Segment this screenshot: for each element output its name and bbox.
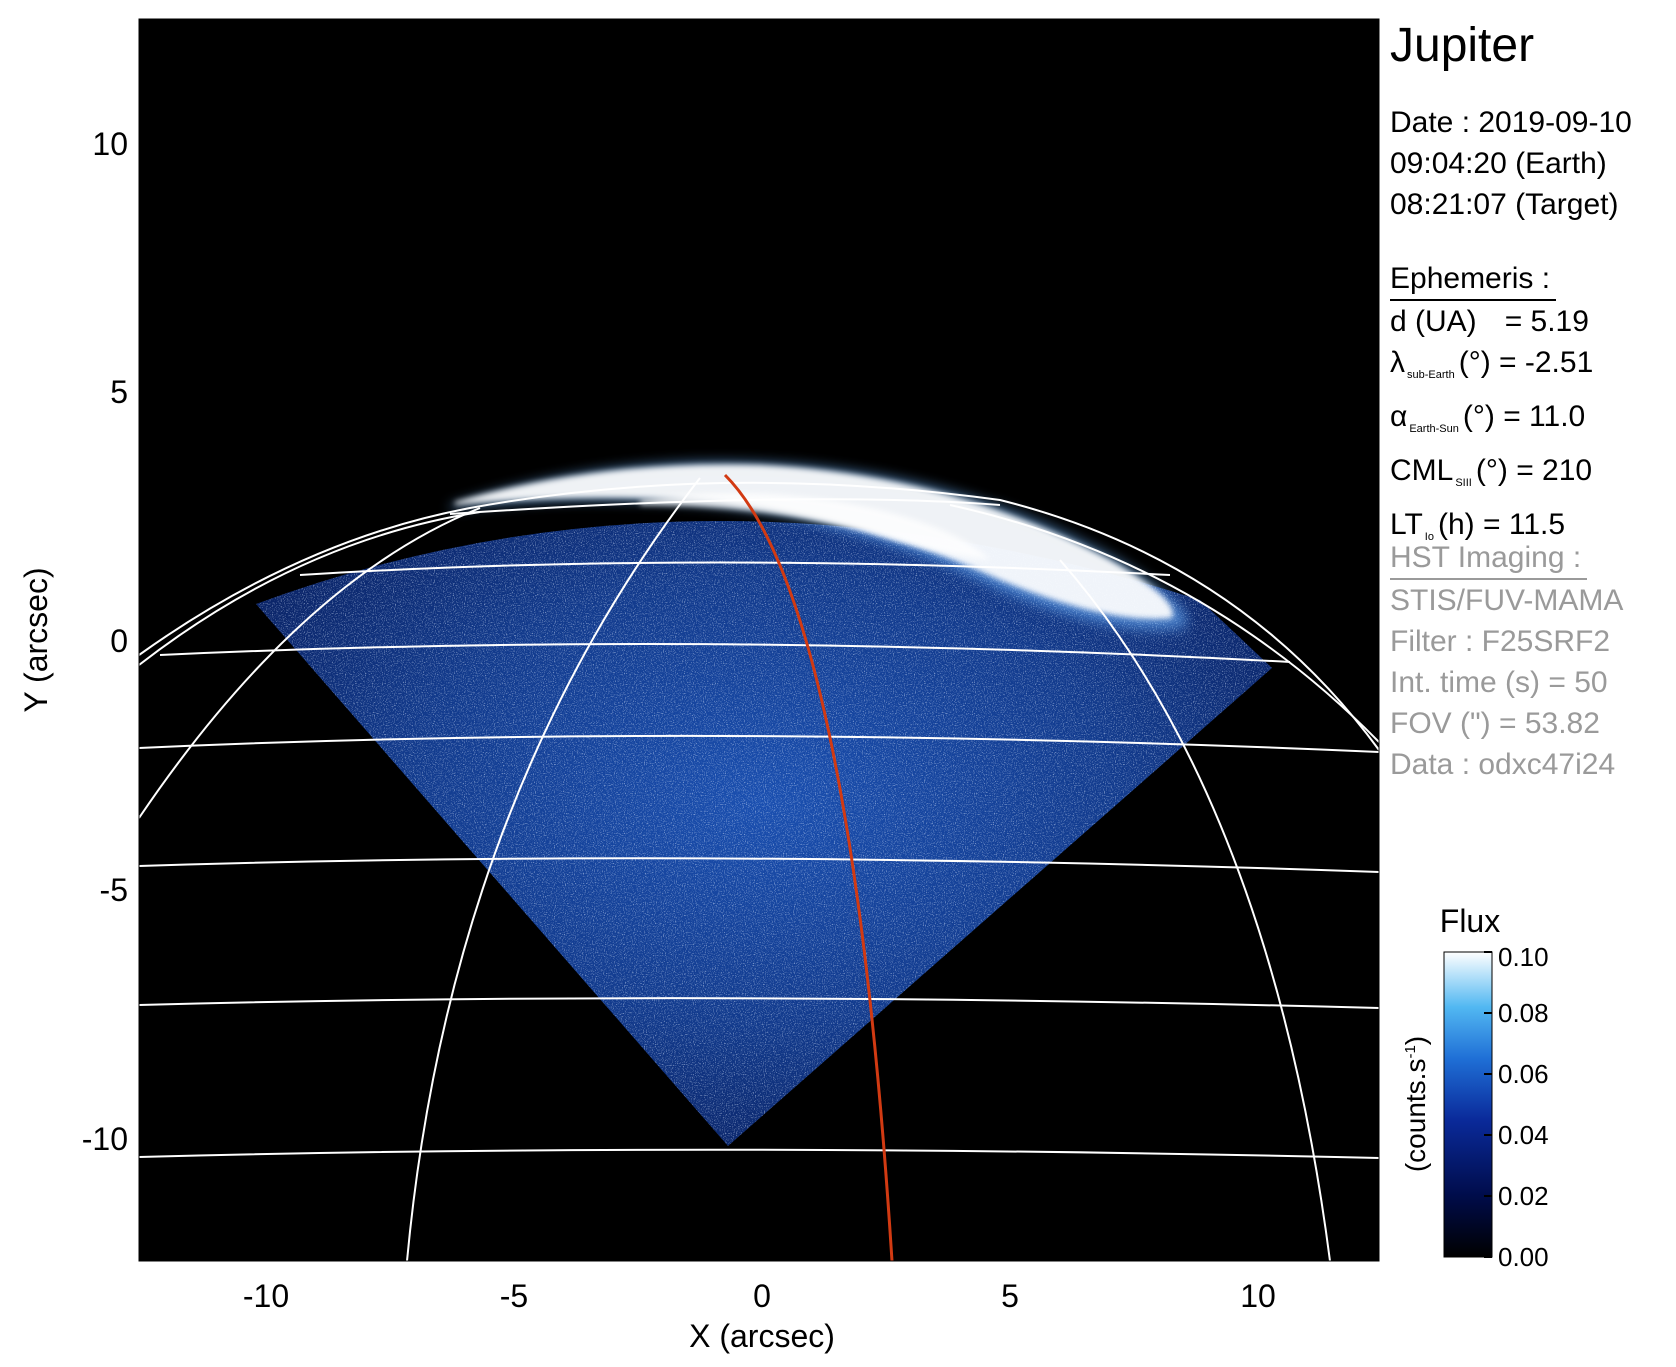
colorbar-tick-labels: 0.00 0.02 0.04 0.06 0.08 0.10	[1498, 942, 1549, 1272]
x-tick-labels: -10 -5 0 5 10	[243, 1278, 1276, 1314]
observation-date: Date : 2019-09-10	[1390, 106, 1632, 139]
imaging-filter: Filter : F25SRF2	[1390, 625, 1611, 658]
x-axis-label: X (arcsec)	[689, 1318, 835, 1354]
colorbar-tick-label: 0.06	[1498, 1059, 1549, 1089]
y-axis-label: Y (arcsec)	[18, 567, 54, 712]
y-tick-label: 5	[110, 374, 128, 410]
ephemeris-distance: d (UA) = 5.19	[1390, 305, 1589, 338]
ephemeris-cml: CML SIII (°) = 210	[1390, 454, 1593, 489]
longitude-grid	[139, 477, 1379, 1261]
x-tick-label: -5	[500, 1278, 528, 1314]
imaging-dataset: Data : odxc47i24	[1390, 748, 1616, 781]
colorbar-ticks	[1484, 951, 1492, 1258]
auroral-oval	[450, 461, 1188, 631]
colorbar	[1443, 951, 1493, 1258]
x-tick-label: 0	[753, 1278, 771, 1314]
imaging-instrument: STIS/FUV-MAMA	[1390, 584, 1624, 617]
imaging-heading: HST Imaging :	[1390, 537, 1588, 580]
x-tick-label: 10	[1240, 1278, 1276, 1314]
ephemeris-phase-angle: α Earth-Sun (°) = 11.0	[1390, 400, 1586, 435]
colorbar-tick-label: 0.04	[1498, 1120, 1549, 1150]
ephemeris-sub-earth-latitude: λ sub-Earth (°) = -2.51	[1390, 346, 1594, 381]
ephemeris-section: Ephemeris : d (UA) = 5.19 λ sub-Earth (°) =…	[1390, 258, 1593, 558]
ephemeris-io-local-time: LT Io (h) = 11.5	[1390, 508, 1566, 543]
latitude-grid	[139, 498, 1379, 1159]
observation-time-earth: 09:04:20 (Earth)	[1390, 147, 1607, 180]
x-tick-label: 5	[1001, 1278, 1019, 1314]
hst-imaging-section: HST Imaging : STIS/FUV-MAMA Filter : F25…	[1390, 537, 1623, 785]
axis-ticks	[139, 19, 1379, 1261]
y-tick-label: -5	[100, 872, 128, 908]
planet-limb	[139, 481, 1379, 751]
colorbar-unit-label: (counts.s-1)	[1400, 1036, 1431, 1172]
observation-info: Date : 2019-09-10 09:04:20 (Earth) 08:21…	[1390, 102, 1632, 225]
y-tick-label: 0	[110, 623, 128, 659]
y-tick-labels: -10 -5 0 5 10	[82, 126, 128, 1157]
observation-time-target: 08:21:07 (Target)	[1390, 188, 1619, 221]
ephemeris-heading: Ephemeris :	[1390, 258, 1557, 301]
colorbar-title: Flux	[1440, 903, 1500, 939]
colorbar-tick-label: 0.02	[1498, 1181, 1549, 1211]
io-footprint-path	[723, 473, 894, 1261]
x-tick-label: -10	[243, 1278, 289, 1314]
imaging-fov: FOV (") = 53.82	[1390, 707, 1600, 740]
colorbar-tick-label: 0.08	[1498, 998, 1549, 1028]
colorbar-tick-label: 0.00	[1498, 1242, 1549, 1272]
target-name: Jupiter	[1390, 19, 1535, 72]
y-tick-label: -10	[82, 1121, 128, 1157]
y-tick-label: 10	[92, 126, 128, 162]
colorbar-tick-label: 0.10	[1498, 942, 1549, 972]
imaging-integration-time: Int. time (s) = 50	[1390, 666, 1608, 699]
